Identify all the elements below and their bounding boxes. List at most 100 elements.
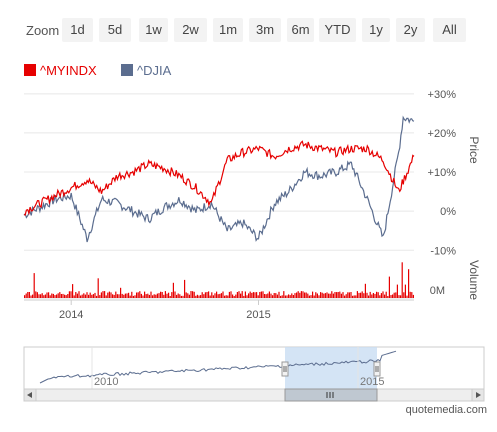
volume-bar xyxy=(35,291,37,298)
volume-bar xyxy=(139,291,141,298)
quotemedia-brand: quotemedia.com xyxy=(405,404,487,416)
navigator-frame xyxy=(23,346,485,390)
volume-bar xyxy=(97,278,99,298)
volume-bar xyxy=(299,292,301,298)
volume-bar xyxy=(321,292,323,298)
volume-bar xyxy=(275,293,277,298)
volume-tick-label: 0M xyxy=(430,285,445,297)
volume-axis-title: Volume xyxy=(467,260,481,300)
volume-bar xyxy=(128,292,130,298)
zoom-button-1m[interactable]: 1m xyxy=(213,18,243,42)
volume-bar xyxy=(267,293,269,298)
volume-bar xyxy=(200,295,202,298)
volume-bar xyxy=(76,293,78,298)
navigator-handle-right[interactable] xyxy=(373,361,381,377)
volume-bar xyxy=(366,292,368,298)
volume-bar xyxy=(230,291,232,298)
volume-bar xyxy=(171,292,173,298)
volume-bar xyxy=(280,295,282,298)
zoom-button-6m[interactable]: 6m xyxy=(287,18,314,42)
volume-bar xyxy=(102,291,104,298)
legend-label: ^DJIA xyxy=(137,63,172,78)
volume-bar xyxy=(364,283,366,298)
scrollbar-thumb[interactable] xyxy=(284,388,378,402)
volume-bar xyxy=(281,295,283,298)
volume-bar xyxy=(347,292,349,298)
volume-bar xyxy=(89,292,91,298)
volume-bar xyxy=(224,295,226,298)
volume-bar xyxy=(305,292,307,298)
volume-bar xyxy=(412,294,414,298)
volume-bar xyxy=(222,291,224,298)
volume-bar xyxy=(249,291,251,298)
volume-bar xyxy=(387,296,389,298)
volume-bar xyxy=(363,293,365,298)
volume-bar xyxy=(406,295,408,298)
zoom-button-1d[interactable]: 1d xyxy=(62,18,93,42)
volume-bar xyxy=(262,291,264,298)
zoom-button-2w[interactable]: 2w xyxy=(174,18,207,42)
volume-bar xyxy=(403,292,405,298)
volume-bar xyxy=(352,295,354,298)
navigator-tick-label: 2015 xyxy=(360,376,384,388)
volume-bar xyxy=(150,291,152,298)
volume-bar xyxy=(59,292,61,298)
volume-bar xyxy=(182,295,184,298)
volume-bar xyxy=(289,295,291,298)
zoom-button-3m[interactable]: 3m xyxy=(249,18,281,42)
volume-bar xyxy=(195,295,197,298)
volume-bar xyxy=(235,294,237,298)
volume-bar xyxy=(297,291,299,298)
volume-bar xyxy=(172,282,174,298)
volume-bar xyxy=(185,292,187,298)
volume-bar xyxy=(385,291,387,298)
volume-bar xyxy=(390,295,392,298)
volume-bar xyxy=(288,294,290,298)
volume-bar xyxy=(377,292,379,298)
navigator-tick-label: 2010 xyxy=(94,376,118,388)
volume-bar xyxy=(344,295,346,298)
volume-bar xyxy=(292,295,294,298)
volume-bar xyxy=(38,294,40,298)
volume-bar xyxy=(376,291,378,298)
volume-bar xyxy=(404,284,406,298)
zoom-button-ytd[interactable]: YTD xyxy=(319,18,356,42)
arrow-right-icon xyxy=(476,392,481,398)
volume-bar xyxy=(243,295,245,298)
navigator-handle-left[interactable] xyxy=(281,361,289,377)
volume-bar xyxy=(51,293,53,298)
zoom-button-2y[interactable]: 2y xyxy=(396,18,425,42)
scrollbar-track[interactable] xyxy=(23,388,485,402)
volume-bar xyxy=(81,294,83,298)
volume-bar xyxy=(400,295,402,298)
x-tick-label: 2014 xyxy=(59,309,83,321)
zoom-button-1w[interactable]: 1w xyxy=(139,18,168,42)
volume-bar xyxy=(310,295,312,298)
volume-bar xyxy=(46,292,48,298)
volume-bar xyxy=(160,291,162,298)
volume-bar xyxy=(276,294,278,298)
zoom-button-1y[interactable]: 1y xyxy=(362,18,390,42)
volume-bar xyxy=(158,293,160,298)
volume-bar xyxy=(174,291,176,298)
navigator-selection[interactable] xyxy=(285,347,377,389)
volume-bar xyxy=(62,293,64,298)
volume-bar xyxy=(124,293,126,298)
zoom-button-5d[interactable]: 5d xyxy=(99,18,131,42)
legend-item-myindx[interactable]: ^MYINDX xyxy=(24,63,97,78)
volume-bar xyxy=(72,284,74,298)
volume-bar xyxy=(107,292,109,298)
volume-bar xyxy=(398,295,400,298)
volume-bar xyxy=(316,293,318,298)
volume-bar xyxy=(193,291,195,298)
volume-bar xyxy=(227,295,229,298)
volume-bar xyxy=(291,293,293,298)
navigator-line xyxy=(39,350,397,384)
volume-bar xyxy=(393,292,395,298)
zoom-button-all[interactable]: All xyxy=(433,18,466,42)
volume-bar xyxy=(206,292,208,298)
legend-item-djia[interactable]: ^DJIA xyxy=(121,63,171,78)
volume-bar xyxy=(401,262,403,298)
volume-bar xyxy=(233,296,235,298)
volume-bar xyxy=(24,295,26,298)
